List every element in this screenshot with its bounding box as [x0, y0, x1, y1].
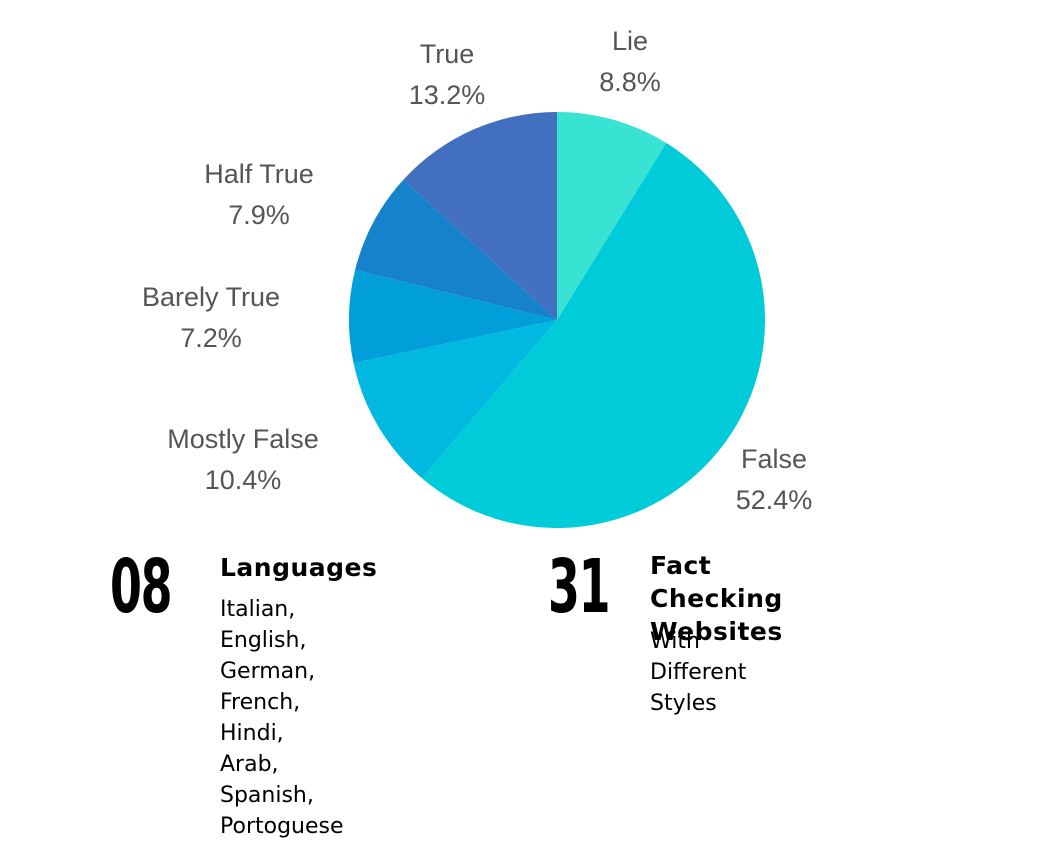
pie-slice-half-true	[355, 179, 557, 320]
pie-slice-barely-true	[349, 269, 557, 364]
pie-slice-mostly-false	[353, 320, 557, 479]
slice-value-label: 8.8%	[599, 67, 661, 97]
stat-title-line: Websites	[650, 617, 783, 646]
stat-desc-line: French, Hindi, Arab,	[220, 690, 301, 777]
slice-label: True	[420, 39, 475, 69]
slice-value-label: 7.9%	[228, 200, 290, 230]
stat-desc-line: Italian, English, German,	[220, 597, 316, 684]
slice-value-label: 10.4%	[205, 465, 282, 495]
pie-slice-true	[403, 112, 557, 320]
stat-number: 31	[548, 544, 611, 630]
stat-title: Languages	[220, 551, 377, 584]
stat-title-line: Languages	[220, 553, 378, 582]
stat-desc-line: With Different	[650, 629, 747, 685]
pie-labels: Lie 8.8% False 52.4% Mostly False 10.4% Barely…	[142, 26, 812, 515]
pie-slice-lie	[557, 112, 667, 320]
stat-desc-line: Spanish, Portoguese	[220, 783, 344, 839]
slice-value-label: 52.4%	[736, 485, 813, 515]
slice-value-label: 13.2%	[409, 80, 486, 110]
pie-slice-false	[421, 143, 766, 529]
stat-number: 08	[110, 544, 173, 630]
stat-title-line: Fact Checking	[650, 551, 783, 613]
slice-label: Barely True	[142, 282, 280, 312]
slice-label: False	[741, 444, 807, 474]
pie-slices	[349, 112, 766, 529]
slice-label: Half True	[204, 159, 314, 189]
slice-label: Mostly False	[167, 424, 319, 454]
slice-label: Lie	[612, 26, 648, 56]
stat-description: Italian, English, German, French, Hindi,…	[220, 594, 344, 842]
stat-description: With Different Styles	[650, 626, 746, 719]
stat-title: Fact Checking Websites	[650, 549, 783, 648]
slice-value-label: 7.2%	[180, 323, 242, 353]
stat-desc-line: Styles	[650, 691, 717, 716]
pie-chart: Lie 8.8% False 52.4% Mostly False 10.4% Barely…	[142, 26, 812, 529]
